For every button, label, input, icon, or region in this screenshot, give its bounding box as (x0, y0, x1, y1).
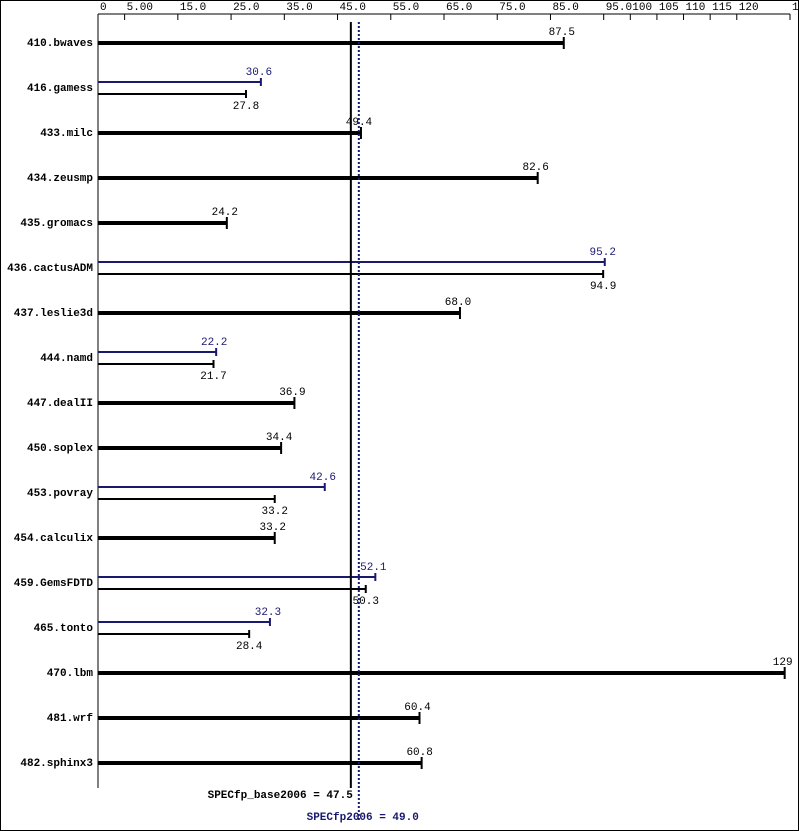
bar (98, 667, 786, 679)
value-label: 34.4 (266, 432, 293, 444)
value-label: 27.8 (233, 101, 259, 113)
bar (98, 397, 296, 409)
value-label: 24.2 (212, 207, 238, 219)
value-label: 87.5 (549, 27, 575, 39)
value-label: 129 (773, 657, 793, 669)
x-tick-label: 75.0 (499, 2, 525, 14)
category-label: 435.gromacs (20, 218, 93, 230)
value-label: 32.3 (255, 607, 281, 619)
value-label: 60.8 (406, 747, 432, 759)
x-tick-label: 15.0 (180, 2, 206, 14)
bar (98, 712, 421, 724)
bar (98, 532, 276, 544)
value-label: 33.2 (262, 506, 288, 518)
value-label: 94.9 (590, 281, 616, 293)
category-label: 434.zeusmp (27, 173, 93, 185)
category-label: 433.milc (40, 128, 93, 140)
category-label: 470.lbm (47, 668, 94, 680)
category-label: 482.sphinx3 (20, 758, 93, 770)
category-label: 465.tonto (34, 623, 94, 635)
category-label: 436.cactusADM (7, 263, 93, 275)
category-label: 447.dealII (27, 398, 93, 410)
value-label: 82.6 (522, 162, 548, 174)
value-label: 28.4 (236, 641, 263, 653)
category-label: 410.bwaves (27, 38, 93, 50)
bar (98, 348, 218, 356)
x-tick-label: 35.0 (286, 2, 312, 14)
x-tick-label: 5.00 (127, 2, 153, 14)
x-tick-label: 85.0 (552, 2, 578, 14)
value-label: 30.6 (246, 67, 272, 79)
bar (98, 307, 461, 319)
x-tick-label: 130 (792, 2, 799, 14)
category-label: 453.povray (27, 488, 93, 500)
bar (98, 360, 215, 368)
x-tick-label: 115 (712, 2, 732, 14)
bar (98, 442, 283, 454)
value-label: 60.4 (404, 702, 431, 714)
x-tick-label: 95.0 (606, 2, 632, 14)
reference-label: SPECfp2006 = 49.0 (307, 812, 419, 824)
x-tick-label: 55.0 (393, 2, 419, 14)
value-label: 68.0 (445, 297, 471, 309)
x-tick-label: 120 (739, 2, 759, 14)
category-label: 454.calculix (14, 533, 94, 545)
value-label: 36.9 (279, 387, 305, 399)
bar (98, 483, 326, 491)
category-label: 444.namd (40, 353, 93, 365)
category-label: 459.GemsFDTD (14, 578, 94, 590)
bar (98, 618, 271, 626)
bar (98, 90, 247, 98)
category-label: 481.wrf (47, 713, 94, 725)
value-label: 52.1 (360, 562, 387, 574)
x-tick-label: 100 (632, 2, 652, 14)
category-label: 450.soplex (27, 443, 93, 455)
bar (98, 172, 539, 184)
bar (98, 78, 262, 86)
value-label: 33.2 (260, 522, 286, 534)
bar (98, 127, 362, 139)
value-label: 22.2 (201, 337, 227, 349)
bar (98, 217, 228, 229)
value-label: 42.6 (310, 472, 336, 484)
x-tick-label: 25.0 (233, 2, 259, 14)
x-tick-label: 65.0 (446, 2, 472, 14)
x-tick-label: 0 (100, 2, 107, 14)
value-label: 21.7 (200, 371, 226, 383)
bar (98, 37, 565, 49)
bar (98, 585, 367, 593)
bar (98, 757, 423, 769)
bar (98, 630, 251, 638)
category-label: 416.gamess (27, 83, 93, 95)
x-tick-label: 105 (659, 2, 679, 14)
reference-label: SPECfp_base2006 = 47.5 (208, 790, 354, 802)
category-label: 437.leslie3d (14, 308, 93, 320)
value-label: 50.3 (353, 596, 379, 608)
value-label: 95.2 (590, 247, 616, 259)
x-tick-label: 110 (686, 2, 706, 14)
x-tick-label: 45.0 (340, 2, 366, 14)
bar (98, 573, 377, 581)
bar (98, 495, 276, 503)
